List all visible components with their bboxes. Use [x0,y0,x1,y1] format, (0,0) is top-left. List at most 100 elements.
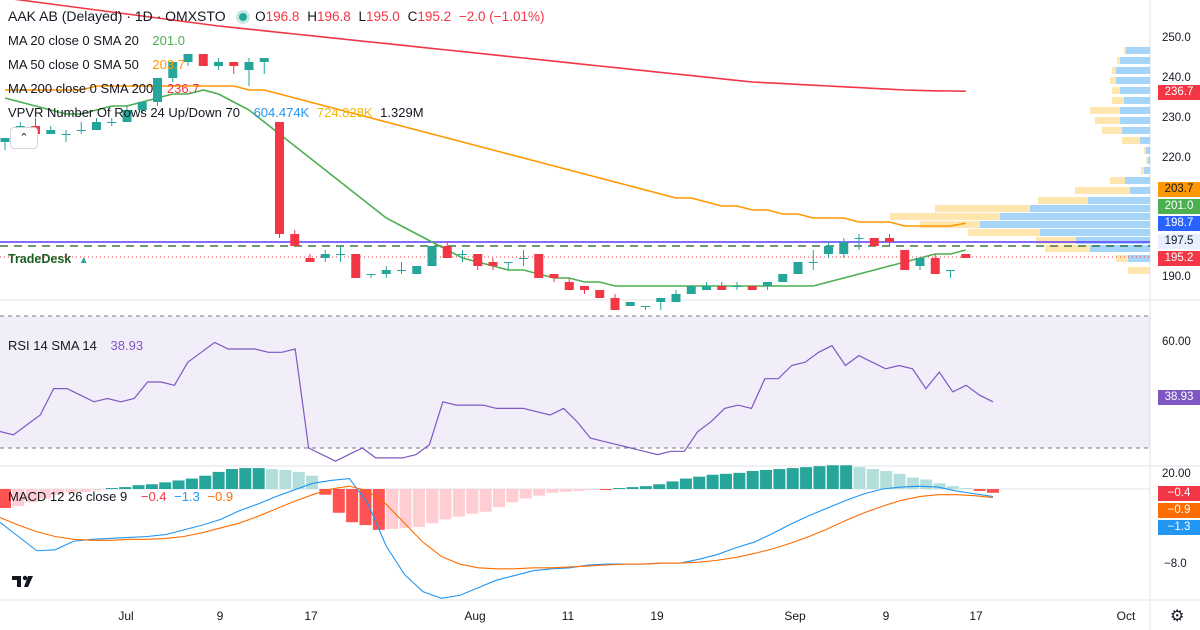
macd-histogram-bar [706,474,719,489]
volume-profile-bar-up [1148,157,1150,164]
macd-signal-line [0,485,994,570]
ma200-legend[interactable]: MA 200 close 0 SMA 200 236.7 [8,81,203,97]
candle-body [824,246,833,254]
macd-histogram-bar [479,489,492,512]
candle-body [915,258,925,266]
macd-histogram-bar [346,489,359,523]
macd-histogram-bar [773,469,786,489]
macd-histogram-bar [199,475,212,489]
macd-histogram-bar [906,477,919,489]
poc-price-tag: 198.7 [1158,216,1200,231]
ma50-legend[interactable]: MA 50 close 0 SMA 50 203.7 [8,57,189,73]
x-axis-label: Jul [118,609,134,623]
candle-body [717,286,727,290]
candle-body [900,250,910,270]
x-axis-label: 11 [561,609,575,623]
x-axis-label: Oct [1116,609,1136,623]
candle-body [549,274,559,278]
macd-line-value: −1.3 [174,489,200,504]
candle-body [183,54,193,62]
candle-body [442,246,452,258]
ma50-label: MA 50 close 0 SMA 50 [8,57,139,72]
candle-body [686,286,696,294]
rsi-value-tag: 38.93 [1158,390,1200,405]
ma200-label: MA 200 close 0 SMA 200 [8,81,154,96]
volume-profile-bar-down [935,205,1030,212]
candle-body [839,242,849,254]
volume-profile-bar-down [1144,147,1146,154]
volume-profile-bar-up [1128,255,1150,262]
volume-profile-bar-down [1102,127,1122,134]
tradedesk-text: TradeDesk [8,252,72,266]
candle-body [107,122,117,123]
volume-profile-bar-up [1130,187,1150,194]
tradingview-logo-icon[interactable] [8,568,38,594]
volume-profile-bar-down [968,229,1040,236]
macd-histogram-bar [639,486,652,489]
rsi-line [0,341,994,462]
vpvr-legend[interactable]: VPVR Number Of Rows 24 Up/Down 70 604.47… [8,105,428,121]
macd-histogram-bar [225,469,238,489]
volume-profile-bar-up [1076,237,1150,244]
volume-profile-bar-down [1112,67,1116,74]
price-axis-label: 230.0 [1162,112,1191,124]
macd-histogram-bar [840,465,853,489]
candle-body [610,298,620,310]
macd-histogram-bar [960,488,973,490]
x-axis-label: 9 [882,609,890,623]
macd-histogram-bar [172,480,185,489]
candle-body [763,282,772,286]
candle-body [488,262,498,266]
macd-histogram-bar [493,489,505,508]
macd-histogram-bar [466,489,479,514]
volume-profile-bar-up [1120,117,1150,124]
candle-body [961,254,971,258]
candle-body [671,294,681,302]
volume-profile-bar-down [1110,77,1116,84]
candle-body [580,286,589,290]
macd-histogram-bar [252,468,265,489]
volume-profile-bar-up [1090,245,1150,252]
x-axis-label: Sep [784,609,806,623]
macd-histogram-bar [666,481,679,489]
volume-profile-bar-up [1125,177,1150,184]
macd-legend[interactable]: MACD 12 26 close 9 −0.4 −1.3 −0.9 [8,489,237,505]
macd-histogram-bar [880,470,893,489]
volume-profile-bar-up [1124,97,1150,104]
macd-hist-value: −0.4 [140,489,167,504]
macd-axis-label: −8.0 [1164,558,1187,570]
volume-profile-bar-up [1116,67,1150,74]
vpvr-label: VPVR Number Of Rows 24 Up/Down 70 [8,105,240,120]
ma20-legend[interactable]: MA 20 close 0 SMA 20 201.0 [8,33,189,49]
high-label: H [307,9,317,24]
macd-histogram-bar [933,483,946,489]
macd-histogram-bar [733,472,746,489]
volume-profile-bar-up [1120,107,1150,114]
volume-profile-bar-up [1146,147,1150,154]
line-price-tag: 197.5 [1158,234,1200,249]
rsi-axis-label: 60.00 [1162,336,1191,348]
macd-signal-tag: −0.9 [1158,503,1200,518]
high-value: 196.8 [316,9,351,24]
macd-histogram-bar [212,471,225,489]
macd-histogram-bar [266,469,279,489]
candle-body [473,254,483,266]
candle-body [244,62,254,70]
macd-histogram-bar [386,489,399,529]
settings-gear-icon[interactable]: ⚙ [1170,608,1185,625]
candle-body [458,254,467,255]
ma200-price-tag: 236.7 [1158,85,1200,100]
candle-body [778,274,788,282]
macd-histogram-bar [39,489,52,499]
candle-body [397,270,406,271]
volume-profile-bar-down [890,213,1000,220]
macd-histogram-bar [546,489,559,493]
rsi-legend[interactable]: RSI 14 SMA 14 38.93 [8,338,147,354]
symbol-title[interactable]: AAK AB (Delayed) · 1D · OMXSTO [8,8,226,24]
macd-histogram-bar [319,489,332,495]
volume-profile-bar-down [920,221,980,228]
candle-body [747,286,757,290]
collapse-legend-button[interactable]: ⌃ [10,127,38,149]
candle-body [427,246,437,266]
